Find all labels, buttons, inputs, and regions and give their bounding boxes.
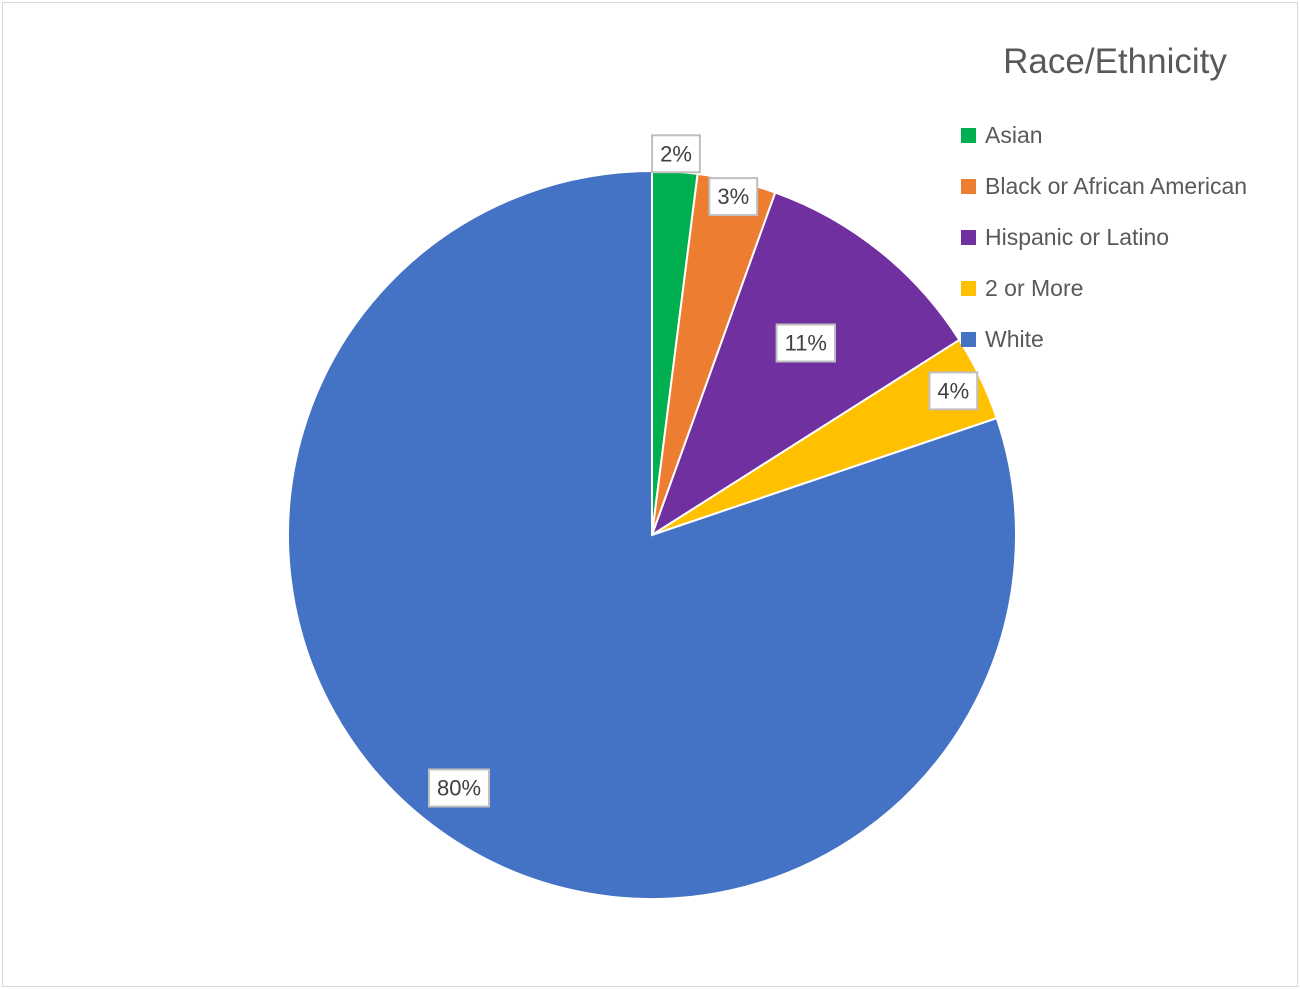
data-label-box-asian — [651, 134, 701, 174]
legend-item-black-or-african-american: Black or African American — [961, 161, 1247, 212]
pie-slice-white — [287, 169, 1017, 900]
data-label-box-white — [427, 768, 491, 808]
legend-label-asian: Asian — [985, 122, 1043, 148]
data-label-text-asian: 2% — [660, 141, 692, 166]
legend-swatch-hispanic-or-latino — [961, 230, 976, 245]
legend-label-hispanic-or-latino: Hispanic or Latino — [985, 224, 1170, 250]
legend-swatch-2-or-more — [961, 281, 976, 296]
pie-slice-hispanic-or-latino — [650, 191, 961, 538]
legend-item-asian: Asian — [961, 110, 1247, 161]
data-label-text-black-or-african-american: 3% — [717, 184, 749, 209]
data-label-box-2-or-more — [928, 371, 979, 411]
data-label-text-hispanic-or-latino: 11% — [785, 331, 827, 356]
data-label-text-white: 80% — [437, 776, 481, 801]
data-label-box-hispanic-or-latino — [775, 323, 837, 363]
legend-swatch-white — [961, 332, 976, 347]
legend-label-white: White — [985, 326, 1044, 352]
data-labels: 2% 3% 11% 4% 80% — [427, 134, 979, 808]
legend: Asian Black or African American Hispanic… — [961, 110, 1247, 365]
legend-item-white: White — [961, 314, 1247, 365]
data-label-box-black-or-african-american — [708, 177, 759, 217]
data-label-black-or-african-american: 3% — [708, 177, 759, 217]
data-label-hispanic-or-latino: 11% — [775, 323, 837, 363]
data-label-2-or-more: 4% — [928, 371, 979, 411]
pie-slices — [287, 169, 1017, 900]
legend-label-black-or-african-american: Black or African American — [985, 173, 1248, 199]
legend-title: Race/Ethnicity — [1003, 42, 1227, 81]
legend-item-hispanic-or-latino: Hispanic or Latino — [961, 212, 1247, 263]
data-label-asian: 2% — [651, 134, 701, 174]
legend-swatch-asian — [961, 128, 976, 143]
legend-label-2-or-more: 2 or More — [985, 275, 1084, 301]
data-label-text-2-or-more: 4% — [937, 378, 969, 403]
legend-swatch-black-or-african-american — [961, 179, 976, 194]
legend-item-2-or-more: 2 or More — [961, 263, 1247, 314]
data-label-white: 80% — [427, 768, 491, 808]
